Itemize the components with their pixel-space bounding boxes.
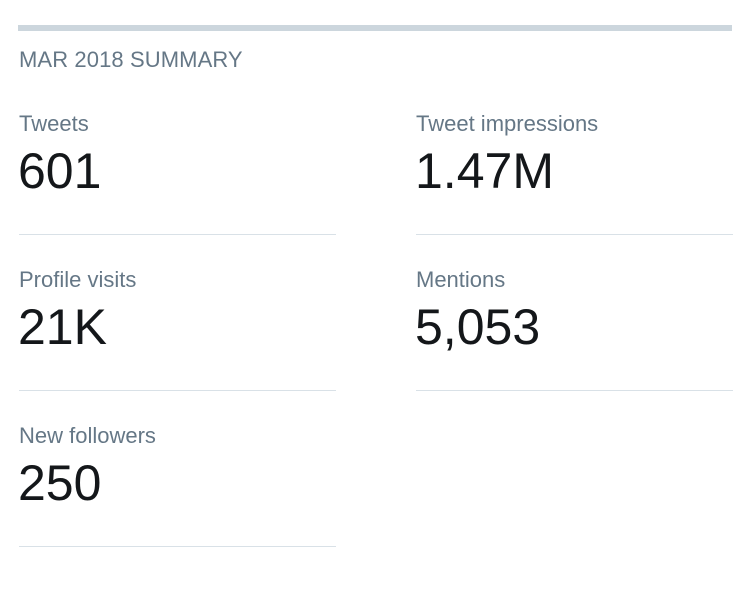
metric-divider (19, 390, 336, 391)
metric-label: New followers (19, 423, 156, 448)
summary-title: MAR 2018 SUMMARY (19, 47, 243, 72)
metric-label: Tweet impressions (416, 111, 599, 136)
metric-divider (19, 234, 336, 235)
metric-value: 1.47M (415, 143, 554, 199)
metric-label: Mentions (416, 267, 506, 292)
metric-divider (19, 546, 336, 547)
metric-value: 5,053 (415, 299, 541, 355)
metric-label: Profile visits (19, 267, 137, 292)
metric-label: Tweets (19, 111, 89, 136)
metric-value: 21K (18, 299, 107, 355)
metric-divider (416, 390, 733, 391)
metric-value: 250 (18, 455, 102, 511)
metric-value: 601 (18, 143, 102, 199)
metric-divider (416, 234, 733, 235)
summary-top-border (18, 25, 732, 31)
